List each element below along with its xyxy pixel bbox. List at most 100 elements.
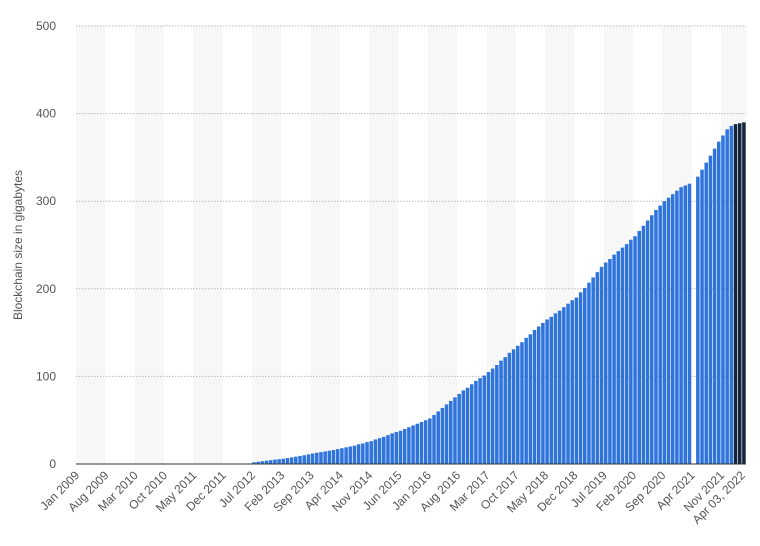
bar xyxy=(574,297,579,464)
bar xyxy=(583,287,587,464)
bar xyxy=(528,334,533,464)
bar xyxy=(306,454,311,464)
bar xyxy=(398,430,403,464)
bar xyxy=(595,272,600,464)
bar xyxy=(390,433,394,464)
bar xyxy=(428,418,432,464)
bar xyxy=(478,378,482,464)
bar xyxy=(449,400,453,464)
bar xyxy=(708,155,713,464)
bar xyxy=(499,360,503,464)
background-band xyxy=(251,26,282,464)
bar xyxy=(670,194,675,464)
bar xyxy=(436,411,440,464)
bar xyxy=(608,259,612,464)
bar xyxy=(679,187,683,464)
bar xyxy=(394,432,399,464)
bar xyxy=(553,313,558,464)
bar xyxy=(323,451,327,464)
y-tick-label: 200 xyxy=(36,282,56,296)
bar xyxy=(474,380,478,464)
bar xyxy=(520,342,524,464)
bar xyxy=(281,458,286,464)
bar xyxy=(729,125,734,464)
bar xyxy=(507,352,512,464)
y-tick-label: 0 xyxy=(49,457,56,471)
bar xyxy=(591,277,595,464)
y-tick-label: 100 xyxy=(36,369,56,383)
bar xyxy=(687,183,692,464)
bar xyxy=(440,407,445,464)
bar xyxy=(407,427,411,464)
bar xyxy=(340,448,344,464)
background-band xyxy=(76,26,106,464)
y-tick-label: 400 xyxy=(36,107,56,121)
bar xyxy=(532,329,537,464)
bar xyxy=(285,458,290,464)
bar xyxy=(683,185,688,464)
bar xyxy=(658,205,662,464)
bar xyxy=(516,345,520,464)
bar xyxy=(465,387,470,464)
bar xyxy=(344,447,348,464)
bar xyxy=(260,461,265,464)
bar xyxy=(641,225,646,464)
bar xyxy=(557,310,562,464)
bar xyxy=(289,457,294,464)
y-tick-label: 500 xyxy=(36,19,56,33)
bar xyxy=(629,239,633,464)
bar xyxy=(549,316,554,464)
background-band xyxy=(369,26,399,464)
bar xyxy=(331,449,336,464)
bar xyxy=(469,384,474,464)
bar xyxy=(633,236,637,464)
bar xyxy=(599,266,604,464)
bar xyxy=(675,190,679,465)
bar xyxy=(536,326,541,464)
bar xyxy=(733,124,738,464)
y-axis-label: Blockchain size in gigabytes xyxy=(11,170,25,320)
background-band xyxy=(310,26,340,464)
bar xyxy=(737,123,742,465)
bar xyxy=(721,135,725,464)
bar xyxy=(482,375,487,464)
bar xyxy=(717,141,721,464)
bar xyxy=(503,357,507,464)
bar xyxy=(382,436,386,464)
bar xyxy=(495,365,499,464)
bar xyxy=(315,452,319,464)
bar xyxy=(277,459,281,464)
bar xyxy=(725,129,729,465)
bar xyxy=(415,423,420,464)
bar xyxy=(704,162,708,464)
bar xyxy=(273,459,277,464)
bar xyxy=(256,461,260,464)
bar xyxy=(570,300,574,464)
bar xyxy=(545,319,549,464)
bar xyxy=(612,254,616,464)
bar xyxy=(373,439,378,464)
bar xyxy=(294,456,298,464)
bar xyxy=(712,148,717,464)
bar xyxy=(335,449,340,464)
bar xyxy=(742,122,746,465)
bar xyxy=(696,176,700,464)
y-tick-label: 300 xyxy=(36,194,56,208)
bar xyxy=(603,262,608,464)
bar xyxy=(369,441,373,464)
bar xyxy=(298,455,302,464)
bar xyxy=(377,438,382,464)
bar xyxy=(327,450,332,464)
bar xyxy=(457,393,461,464)
bar xyxy=(352,445,357,464)
bar xyxy=(268,460,273,464)
bar xyxy=(402,428,407,464)
bar xyxy=(654,209,658,464)
bar xyxy=(348,446,353,464)
bar xyxy=(624,244,629,464)
bar xyxy=(524,337,528,464)
bar xyxy=(252,462,256,464)
bar xyxy=(490,368,495,464)
bar xyxy=(461,390,466,464)
